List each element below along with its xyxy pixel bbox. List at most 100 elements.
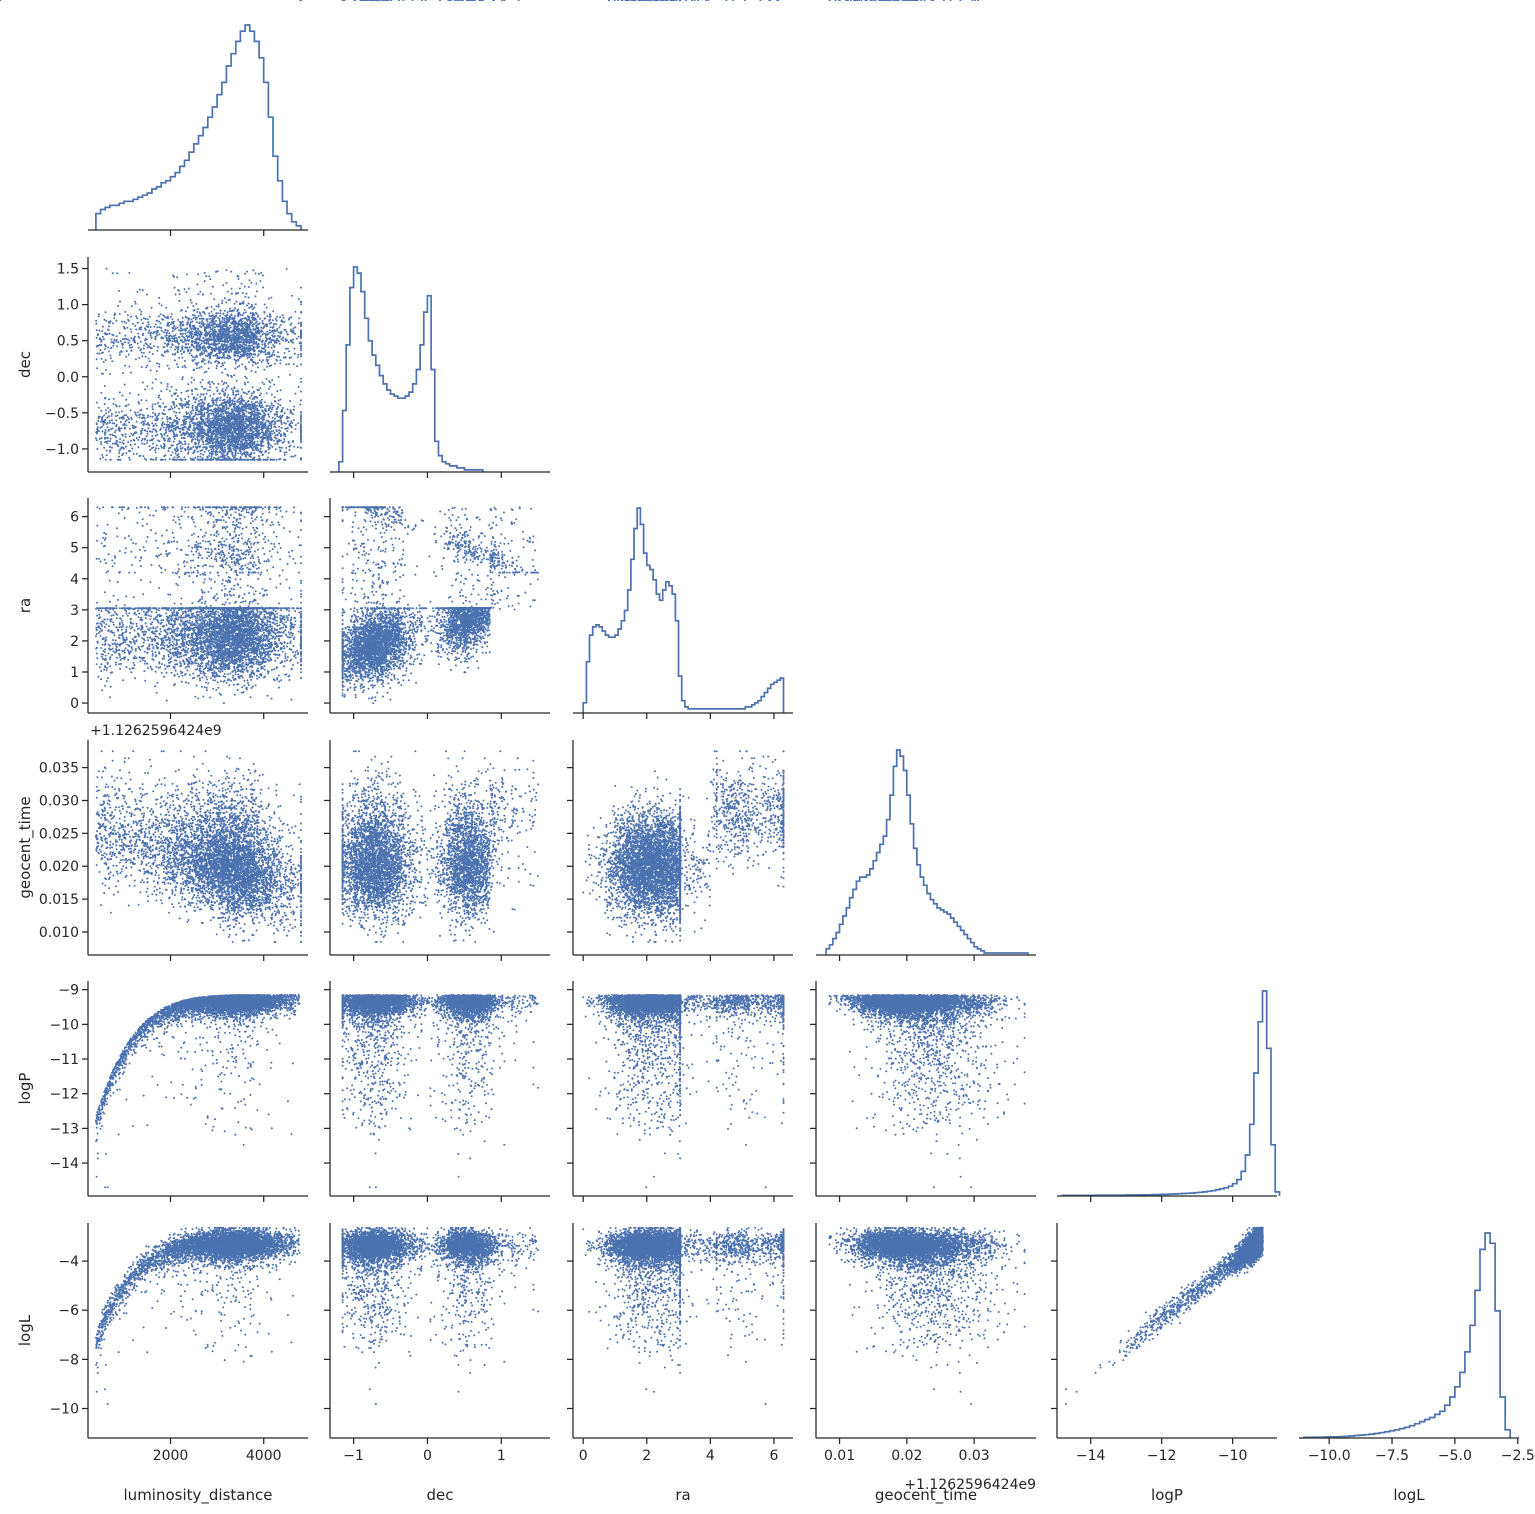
point	[287, 420, 289, 422]
point	[205, 443, 207, 445]
point	[221, 372, 223, 374]
point	[187, 396, 189, 398]
point	[113, 317, 115, 319]
point	[119, 354, 121, 356]
point	[176, 417, 178, 419]
point	[247, 381, 249, 383]
point	[240, 354, 242, 356]
point	[154, 403, 156, 405]
point	[295, 428, 297, 430]
point	[267, 346, 269, 348]
point	[100, 410, 102, 412]
point	[209, 383, 211, 385]
point	[195, 319, 197, 321]
point	[189, 422, 191, 424]
point	[161, 330, 163, 332]
point	[161, 354, 163, 356]
point	[201, 399, 203, 401]
point	[199, 456, 201, 458]
point	[151, 431, 153, 433]
point	[141, 352, 143, 354]
point	[292, 327, 294, 329]
point	[152, 408, 154, 410]
point	[285, 348, 287, 350]
point	[102, 373, 104, 375]
point	[234, 368, 236, 370]
panel-luminosity_distance-vs-luminosity_distance	[88, 25, 308, 236]
point	[158, 321, 160, 323]
scatter-points	[95, 268, 302, 461]
point	[176, 276, 178, 278]
point	[145, 400, 147, 402]
point	[95, 323, 97, 325]
point	[283, 452, 285, 454]
point	[218, 304, 220, 306]
point	[108, 415, 110, 417]
point	[188, 443, 190, 445]
point	[285, 338, 287, 340]
point	[265, 333, 267, 335]
point	[182, 333, 184, 335]
point	[122, 372, 124, 374]
point	[231, 314, 233, 316]
point	[231, 288, 233, 290]
point	[262, 432, 264, 434]
point	[100, 392, 102, 394]
point	[163, 409, 165, 411]
point	[200, 393, 202, 395]
point	[232, 394, 234, 396]
point	[155, 323, 157, 325]
point	[163, 423, 165, 425]
point	[281, 423, 283, 425]
point	[140, 329, 142, 331]
point	[171, 340, 173, 342]
point	[128, 272, 130, 274]
point	[244, 309, 246, 311]
point	[146, 408, 148, 410]
point	[218, 457, 220, 459]
point	[167, 440, 169, 442]
point	[263, 369, 265, 371]
point	[157, 402, 159, 404]
point	[186, 274, 188, 276]
point	[260, 413, 262, 415]
point	[186, 327, 188, 329]
point	[264, 304, 266, 306]
point	[125, 414, 127, 416]
point	[268, 416, 270, 418]
point	[252, 364, 254, 366]
point	[103, 361, 105, 363]
point	[297, 446, 299, 448]
point	[266, 359, 268, 361]
point	[105, 429, 107, 431]
point	[228, 358, 230, 360]
point	[273, 332, 275, 334]
point	[277, 443, 279, 445]
point	[149, 351, 151, 353]
point	[255, 303, 257, 305]
point	[242, 318, 244, 320]
point	[191, 321, 193, 323]
point	[96, 439, 98, 441]
point	[96, 358, 98, 360]
point	[104, 319, 106, 321]
point	[109, 420, 111, 422]
point	[128, 457, 130, 459]
point	[224, 447, 226, 449]
point	[288, 350, 290, 352]
point	[210, 362, 212, 364]
point	[265, 378, 267, 380]
point	[201, 343, 203, 345]
histogram-luminosity_distance	[96, 25, 301, 230]
point	[131, 305, 133, 307]
point	[187, 390, 189, 392]
panel-dec-vs-luminosity_distance: −1.0−0.50.00.51.01.5	[45, 257, 308, 478]
point	[252, 356, 254, 358]
point	[222, 313, 224, 315]
point	[232, 392, 234, 394]
point	[196, 321, 198, 323]
point	[258, 273, 260, 275]
point	[110, 355, 112, 357]
point	[249, 279, 251, 281]
point	[161, 436, 163, 438]
